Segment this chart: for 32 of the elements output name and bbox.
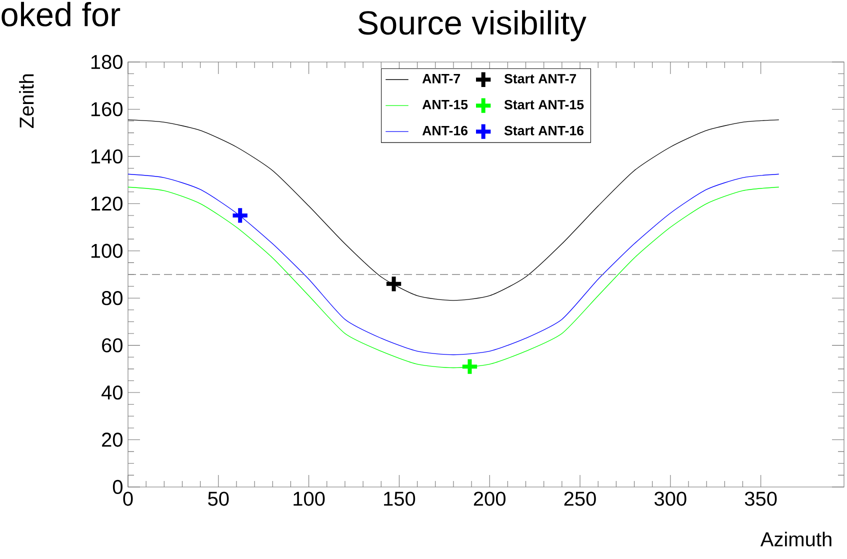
y-tick-label: 20	[102, 432, 122, 447]
x-tick-label: 50	[208, 492, 229, 506]
y-tick-label: 120	[91, 196, 122, 211]
x-tick-label: 150	[384, 492, 416, 506]
text: oked for	[2, 2, 120, 26]
chart-title: Source visibility	[358, 10, 586, 42]
y-tick-label: 180	[91, 54, 122, 70]
legend-label: Start ANT-16	[504, 126, 584, 136]
x-tick-label: 200	[474, 492, 506, 506]
legend-label: Start ANT-15	[504, 100, 584, 110]
legend-label: ANT-15	[422, 100, 468, 110]
x-tick-label: 300	[654, 492, 686, 506]
y-tick-label: 160	[91, 102, 122, 116]
y-axis-title: Zenith	[19, 74, 34, 128]
x-axis-title: Azimuth	[760, 532, 832, 546]
y-tick-label: 40	[102, 385, 122, 400]
x-tick-label: 0	[123, 492, 133, 506]
legend-label: Start ANT-7	[504, 74, 576, 84]
legend-label: ANT-7	[422, 74, 460, 84]
y-tick-label: 100	[91, 244, 122, 258]
point	[384, 274, 404, 294]
line-series	[128, 120, 780, 301]
y-tick-label: 140	[91, 149, 122, 164]
y-tick-label: 80	[102, 291, 122, 306]
point	[230, 206, 250, 225]
y-tick-label: 60	[102, 338, 122, 352]
legend-label: ANT-16	[422, 126, 468, 136]
x-tick-label: 100	[294, 492, 325, 506]
y-tick-label: 0	[112, 480, 122, 494]
x-tick-label: 250	[564, 492, 596, 506]
point	[460, 357, 480, 376]
x-tick-label: 350	[744, 492, 777, 506]
